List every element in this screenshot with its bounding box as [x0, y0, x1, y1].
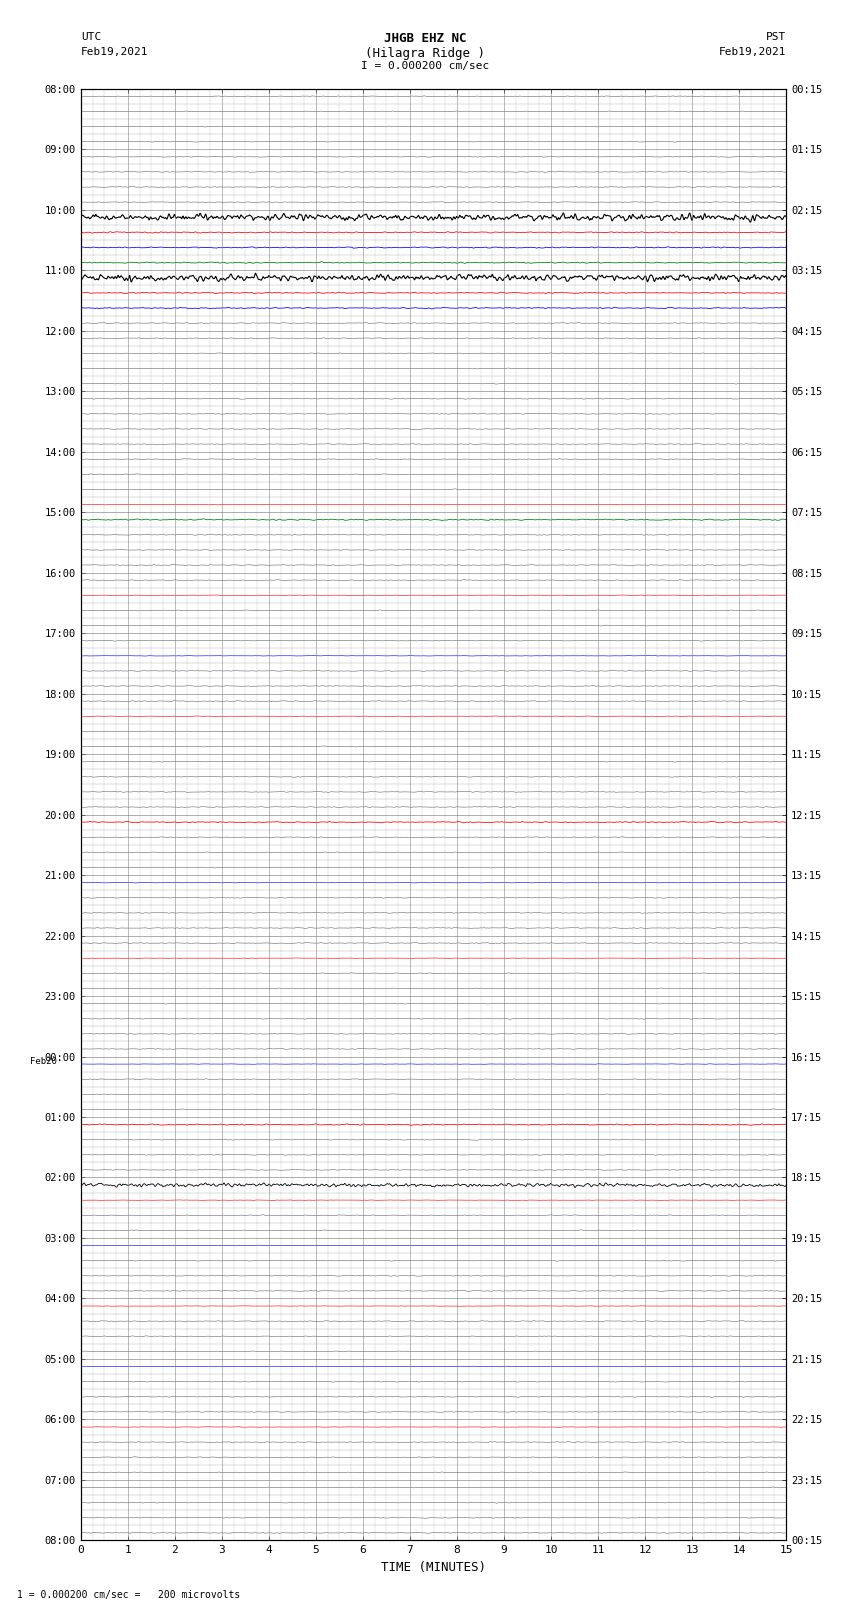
Text: Feb19,2021: Feb19,2021	[81, 47, 148, 56]
X-axis label: TIME (MINUTES): TIME (MINUTES)	[381, 1561, 486, 1574]
Text: 1 = 0.000200 cm/sec =   200 microvolts: 1 = 0.000200 cm/sec = 200 microvolts	[17, 1590, 241, 1600]
Text: UTC: UTC	[81, 32, 101, 42]
Text: Feb20: Feb20	[31, 1057, 57, 1066]
Text: Feb19,2021: Feb19,2021	[719, 47, 786, 56]
Text: JHGB EHZ NC: JHGB EHZ NC	[383, 32, 467, 45]
Text: PST: PST	[766, 32, 786, 42]
Text: I = 0.000200 cm/sec: I = 0.000200 cm/sec	[361, 61, 489, 71]
Text: (Hilagra Ridge ): (Hilagra Ridge )	[365, 47, 485, 60]
